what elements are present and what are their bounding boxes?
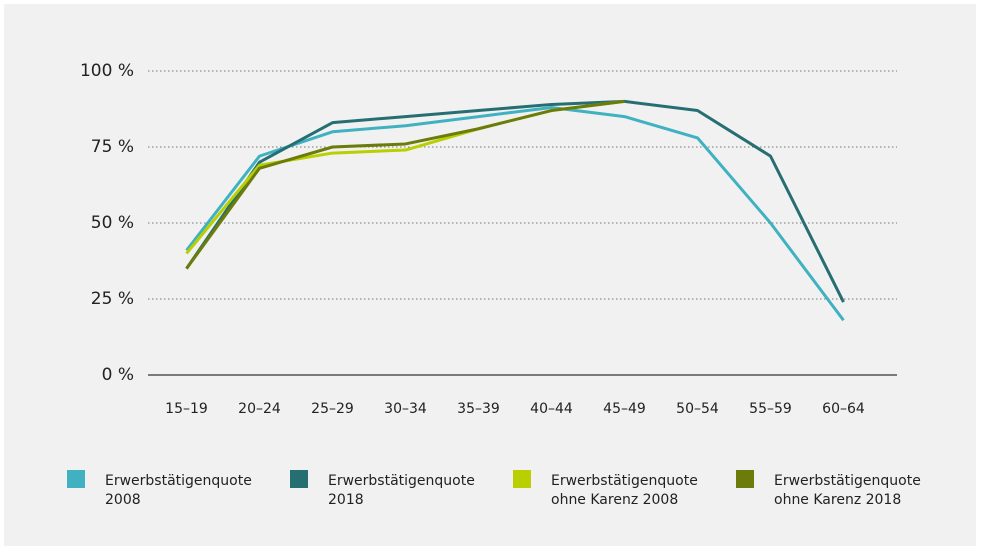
series-line bbox=[185, 99, 625, 270]
legend-swatch bbox=[290, 470, 308, 488]
legend-label: Erwerbstätigenquote ohne Karenz 2008 bbox=[551, 473, 698, 508]
legend-swatch bbox=[67, 470, 85, 488]
x-tick-label: 45–49 bbox=[603, 401, 646, 417]
x-tick-label: 35–39 bbox=[457, 401, 500, 417]
legend-label: Erwerbstätigenquote 2008 bbox=[105, 473, 252, 508]
x-tick-label: 55–59 bbox=[749, 401, 792, 417]
y-tick-label: 50 % bbox=[91, 213, 134, 233]
x-tick-label: 50–54 bbox=[676, 401, 719, 417]
x-tick-label: 25–29 bbox=[311, 401, 354, 417]
y-tick-label: 100 % bbox=[80, 61, 134, 81]
legend-swatch bbox=[513, 470, 531, 488]
y-tick-label: 0 % bbox=[102, 365, 134, 385]
x-tick-label: 60–64 bbox=[822, 401, 865, 417]
legend-item: Erwerbstätigenquote 2008 bbox=[67, 470, 265, 510]
x-tick-label: 30–34 bbox=[384, 401, 427, 417]
legend-swatch bbox=[736, 470, 754, 488]
legend-label: Erwerbstätigenquote 2018 bbox=[328, 473, 475, 508]
legend-item: Erwerbstätigenquote 2018 bbox=[290, 470, 488, 510]
y-tick-label: 25 % bbox=[91, 289, 134, 309]
legend-label: Erwerbstätigenquote ohne Karenz 2018 bbox=[774, 473, 921, 508]
legend-item: Erwerbstätigenquote ohne Karenz 2018 bbox=[736, 470, 934, 510]
series-line bbox=[185, 99, 845, 303]
panel bbox=[4, 4, 976, 546]
x-tick-label: 40–44 bbox=[530, 401, 573, 417]
x-tick-label: 15–19 bbox=[165, 401, 208, 417]
y-tick-label: 75 % bbox=[91, 137, 134, 157]
legend-item: Erwerbstätigenquote ohne Karenz 2008 bbox=[513, 470, 711, 510]
x-tick-label: 20–24 bbox=[238, 401, 281, 417]
